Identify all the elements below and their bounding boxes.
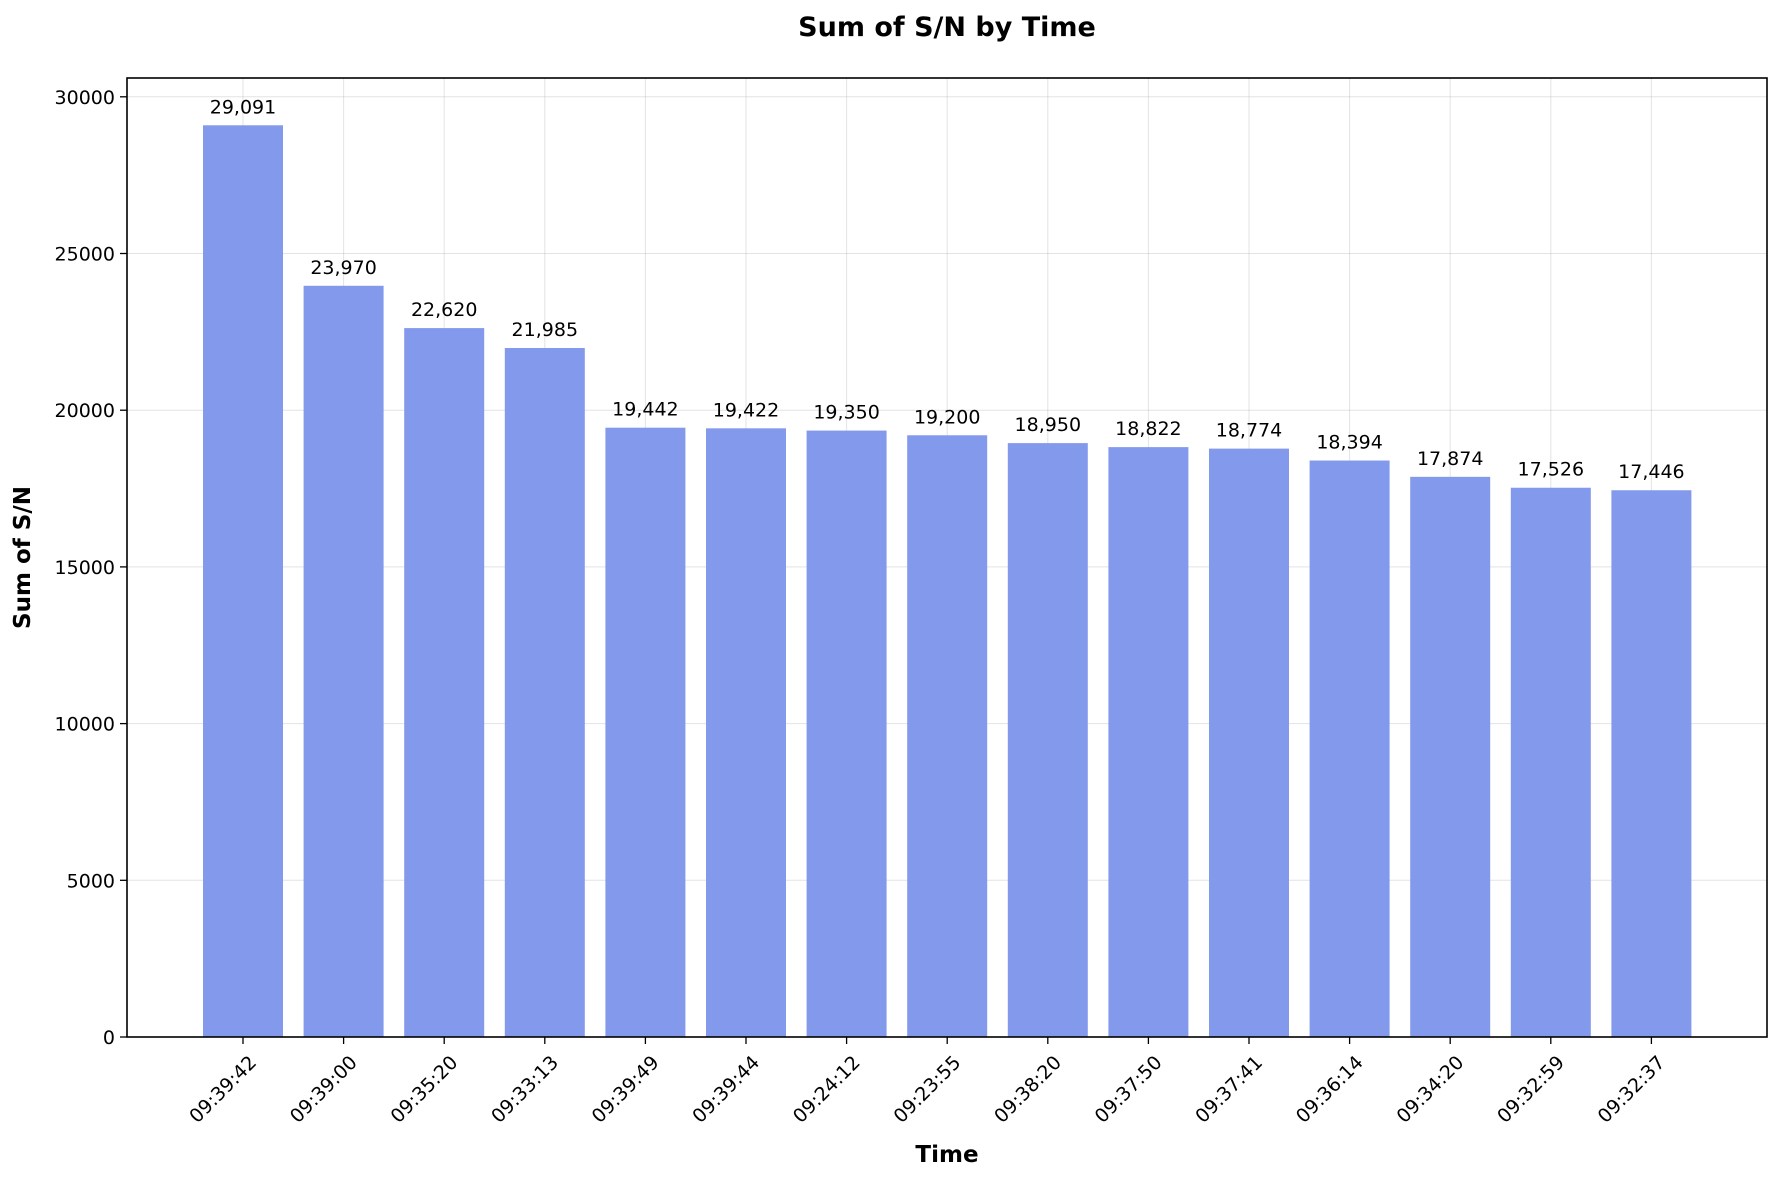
y-axis: 0 5000 10000 15000 20000 25000 30000 (55, 87, 127, 1049)
bar (1209, 448, 1289, 1037)
bar-layer (203, 125, 1692, 1038)
x-tick-label: 09:36:14 (1292, 1052, 1368, 1128)
bar-value-label: 19,422 (713, 399, 779, 421)
y-tick-label: 20000 (55, 400, 115, 422)
x-tick-label: 09:37:50 (1091, 1052, 1167, 1128)
x-tick-label: 09:35:20 (386, 1052, 462, 1128)
bar (1611, 490, 1692, 1037)
y-tick-label: 0 (103, 1027, 115, 1049)
x-tick-label: 09:23:55 (889, 1052, 965, 1128)
x-tick-label: 09:37:41 (1191, 1052, 1267, 1128)
bar-value-label: 17,446 (1618, 461, 1684, 483)
x-axis-title: Time (915, 1142, 978, 1168)
y-axis-title: Sum of S/N (10, 486, 36, 629)
y-tick-label: 10000 (55, 714, 115, 736)
bar-value-label: 18,950 (1015, 414, 1081, 436)
bar-value-label: 18,394 (1316, 432, 1382, 454)
bar (404, 328, 485, 1037)
x-tick-label: 09:39:42 (185, 1052, 261, 1128)
y-tick-label: 25000 (55, 244, 115, 266)
x-tick-label: 09:32:59 (1493, 1052, 1569, 1128)
x-tick-label: 09:39:44 (688, 1052, 764, 1128)
bar-value-label: 18,774 (1216, 420, 1282, 442)
bar (1309, 460, 1390, 1038)
bar-value-label: 18,822 (1115, 418, 1181, 440)
y-tick-label: 15000 (55, 557, 115, 579)
x-tick-label: 09:39:00 (286, 1052, 362, 1128)
bar (605, 427, 686, 1037)
x-tick-label: 09:38:20 (990, 1052, 1066, 1128)
bar-value-label: 17,526 (1518, 459, 1584, 481)
bar (1410, 476, 1491, 1037)
bar-value-label: 17,874 (1417, 448, 1483, 470)
bar (706, 428, 786, 1038)
bar (1510, 487, 1591, 1038)
bar-value-label: 19,200 (914, 406, 980, 428)
x-axis: 09:39:42 09:39:00 09:35:20 09:33:13 09:39:49… (185, 1037, 1670, 1128)
bar-value-label: 29,091 (210, 96, 276, 118)
bar-value-label: 21,985 (512, 319, 578, 341)
bar (203, 125, 283, 1037)
bar-value-label: 19,350 (813, 402, 879, 424)
bar (303, 285, 384, 1037)
x-tick-label: 09:33:13 (487, 1052, 563, 1128)
bar (1108, 447, 1189, 1037)
bar (504, 347, 585, 1037)
y-tick-label: 5000 (67, 870, 115, 892)
chart-title: Sum of S/N by Time (798, 12, 1096, 43)
data-labels: 29,091 23,970 22,620 21,985 19,442 19,422 19,3… (210, 96, 1685, 483)
bar-value-label: 19,442 (612, 399, 678, 421)
x-tick-label: 09:32:37 (1594, 1052, 1670, 1128)
x-tick-label: 09:24:12 (789, 1052, 865, 1128)
bar (907, 435, 988, 1037)
x-tick-label: 09:34:20 (1392, 1052, 1468, 1128)
bar-value-label: 22,620 (411, 299, 477, 321)
bar (806, 430, 887, 1038)
x-tick-label: 09:39:49 (588, 1052, 664, 1128)
bar-value-label: 23,970 (310, 257, 376, 279)
bar (1007, 443, 1088, 1037)
y-tick-label: 30000 (55, 87, 115, 109)
